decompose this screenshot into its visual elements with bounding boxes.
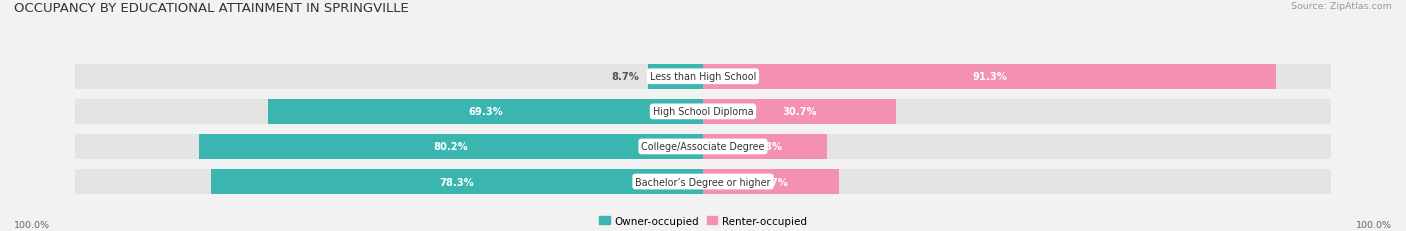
Text: 80.2%: 80.2% xyxy=(434,142,468,152)
Legend: Owner-occupied, Renter-occupied: Owner-occupied, Renter-occupied xyxy=(599,216,807,226)
Text: 100.0%: 100.0% xyxy=(14,220,51,229)
Bar xyxy=(269,100,703,124)
Bar xyxy=(703,135,827,159)
Text: College/Associate Degree: College/Associate Degree xyxy=(641,142,765,152)
Bar xyxy=(75,100,703,124)
Text: Bachelor’s Degree or higher: Bachelor’s Degree or higher xyxy=(636,177,770,187)
Bar xyxy=(75,170,703,194)
Bar xyxy=(703,135,1331,159)
Bar xyxy=(703,100,1331,124)
Text: Less than High School: Less than High School xyxy=(650,72,756,82)
Text: 100.0%: 100.0% xyxy=(1355,220,1392,229)
Text: 30.7%: 30.7% xyxy=(782,107,817,117)
Bar xyxy=(703,65,1277,89)
Text: Source: ZipAtlas.com: Source: ZipAtlas.com xyxy=(1291,2,1392,11)
Bar xyxy=(75,65,703,89)
Text: 8.7%: 8.7% xyxy=(612,72,638,82)
Bar xyxy=(211,170,703,194)
Bar xyxy=(703,170,1331,194)
Text: 69.3%: 69.3% xyxy=(468,107,503,117)
Bar xyxy=(200,135,703,159)
Bar xyxy=(703,100,896,124)
Text: 19.8%: 19.8% xyxy=(748,142,783,152)
Bar xyxy=(648,65,703,89)
Bar xyxy=(703,65,1331,89)
Bar xyxy=(75,135,703,159)
Bar xyxy=(703,170,839,194)
Text: 21.7%: 21.7% xyxy=(754,177,789,187)
Text: 78.3%: 78.3% xyxy=(440,177,475,187)
Text: OCCUPANCY BY EDUCATIONAL ATTAINMENT IN SPRINGVILLE: OCCUPANCY BY EDUCATIONAL ATTAINMENT IN S… xyxy=(14,2,409,15)
Text: High School Diploma: High School Diploma xyxy=(652,107,754,117)
Text: 91.3%: 91.3% xyxy=(972,72,1007,82)
